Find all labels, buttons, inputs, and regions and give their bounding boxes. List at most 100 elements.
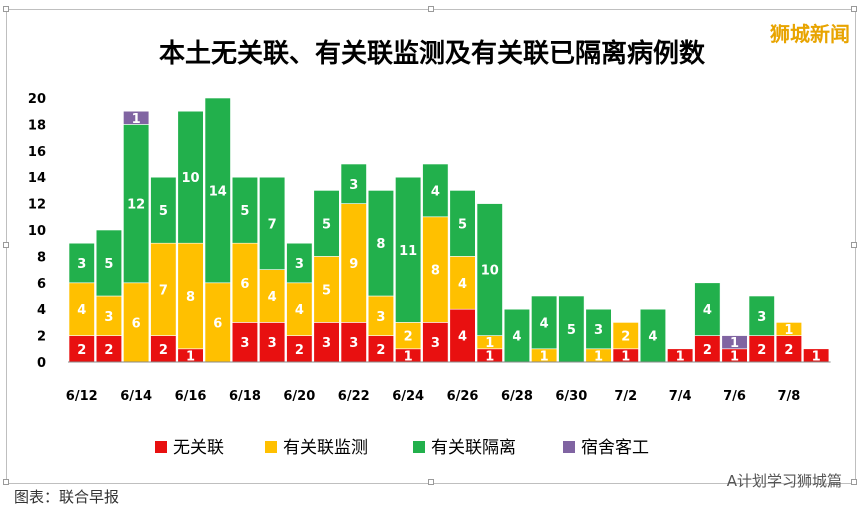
brand-watermark: 狮城新闻 (770, 22, 850, 46)
data-label: 3 (349, 336, 358, 351)
bar-segment[interactable] (476, 203, 503, 336)
y-tick-label: 4 (37, 303, 46, 318)
bar-segment[interactable] (177, 110, 204, 244)
bar-segment[interactable] (286, 242, 313, 284)
bar-segment[interactable] (531, 295, 558, 350)
bar-segment[interactable] (748, 295, 775, 336)
bar-segment[interactable] (123, 110, 150, 125)
data-label: 8 (376, 237, 385, 252)
resize-handle-bottom-left[interactable] (3, 479, 9, 485)
legend-swatch (265, 441, 277, 453)
data-label: 1 (540, 349, 549, 364)
data-label: 4 (458, 330, 467, 345)
data-label: 1 (621, 349, 630, 364)
bar-segment[interactable] (313, 190, 340, 257)
y-axis: 0 2 4 6 8 10 12 14 16 18 20 (28, 92, 46, 371)
resize-handle-top[interactable] (428, 6, 434, 12)
data-label: 1 (730, 336, 739, 351)
data-label: 1 (676, 349, 685, 364)
bar-segment[interactable] (313, 256, 340, 323)
bars: 2432356121275181061436534724335539323812… (68, 97, 830, 364)
bar-segment[interactable] (558, 295, 585, 363)
legend-label: 有关联监测 (283, 438, 368, 458)
bar-segment[interactable] (367, 190, 395, 297)
data-label: 6 (240, 277, 249, 292)
bar-segment[interactable] (68, 242, 95, 284)
bar-segment[interactable] (422, 163, 449, 218)
bar-segment[interactable] (150, 176, 177, 244)
bar-segment[interactable] (231, 176, 258, 244)
x-tick-label: 6/20 (283, 389, 315, 404)
bar-segment[interactable] (95, 335, 122, 363)
bar-segment[interactable] (422, 216, 449, 323)
bar-segment[interactable] (123, 282, 150, 363)
resize-handle-top-left[interactable] (3, 6, 9, 12)
bar-segment[interactable] (177, 242, 204, 350)
legend-label: 有关联隔离 (431, 438, 516, 458)
x-tick-label: 6/30 (555, 389, 587, 404)
legend-swatch (563, 441, 575, 453)
bar-segment[interactable] (259, 269, 286, 323)
data-label: 6 (213, 316, 222, 331)
resize-handle-bottom[interactable] (428, 479, 434, 485)
bar-segment[interactable] (231, 242, 258, 323)
legend: 无关联 有关联监测 有关联隔离 宿舍客工 (155, 438, 649, 458)
bar-segment[interactable] (259, 176, 286, 270)
resize-handle-right[interactable] (851, 242, 857, 248)
bar-segment[interactable] (694, 282, 721, 336)
bar-segment[interactable] (395, 176, 422, 323)
bar-segment[interactable] (340, 163, 367, 204)
data-label: 3 (431, 336, 440, 351)
bar-segment[interactable] (231, 322, 258, 363)
y-tick-label: 18 (28, 118, 46, 133)
bar-segment[interactable] (340, 203, 367, 323)
y-tick-label: 6 (37, 277, 46, 292)
bar-segment[interactable] (150, 335, 177, 363)
bar-segment[interactable] (721, 335, 748, 350)
bar-segment[interactable] (503, 308, 531, 363)
chart-title: 本土无关联、有关联监测及有关联已隔离病例数 (159, 38, 706, 69)
resize-handle-bottom-right[interactable] (851, 479, 857, 485)
data-label: 4 (77, 303, 86, 318)
data-label: 4 (540, 316, 549, 331)
bar-segment[interactable] (68, 282, 95, 336)
bar-segment[interactable] (612, 322, 639, 350)
resize-handle-top-right[interactable] (851, 6, 857, 12)
data-label: 4 (295, 303, 304, 318)
bar-segment[interactable] (204, 97, 231, 284)
x-tick-label: 6/28 (501, 389, 533, 404)
bar-segment[interactable] (694, 335, 721, 363)
data-label: 1 (784, 323, 793, 338)
data-label: 14 (209, 184, 227, 199)
data-label: 5 (159, 204, 168, 219)
x-tick-label: 7/4 (669, 389, 692, 404)
bar-segment[interactable] (639, 308, 667, 363)
bar-segment[interactable] (748, 335, 775, 363)
y-tick-label: 10 (28, 224, 46, 239)
bar-segment[interactable] (259, 322, 286, 363)
bar-segment[interactable] (367, 295, 395, 336)
data-label: 2 (703, 343, 712, 358)
footer-credit: A计划学习狮城篇 (726, 472, 842, 490)
bar-segment[interactable] (585, 308, 612, 350)
y-tick-label: 12 (28, 198, 46, 213)
bar-segment[interactable] (422, 322, 449, 363)
x-axis: 6/12 6/14 6/16 6/18 6/20 6/22 6/24 6/26 6/28 6/30… (66, 361, 831, 404)
bar-segment[interactable] (150, 242, 177, 336)
bar-segment[interactable] (449, 190, 476, 257)
bar-segment[interactable] (313, 322, 340, 363)
x-tick-label: 7/2 (614, 389, 637, 404)
data-label: 2 (159, 343, 168, 358)
data-label: 4 (648, 330, 657, 345)
x-tick-label: 6/14 (120, 389, 152, 404)
data-label: 1 (730, 349, 739, 364)
x-tick-label: 7/6 (723, 389, 746, 404)
resize-handle-left[interactable] (3, 242, 9, 248)
data-label: 3 (349, 178, 358, 193)
x-tick-label: 6/16 (175, 389, 207, 404)
bar-segment[interactable] (449, 256, 476, 310)
bar-segment[interactable] (123, 124, 150, 284)
data-label: 10 (182, 171, 200, 186)
bar-segment[interactable] (775, 322, 803, 336)
bar-segment[interactable] (95, 229, 122, 297)
